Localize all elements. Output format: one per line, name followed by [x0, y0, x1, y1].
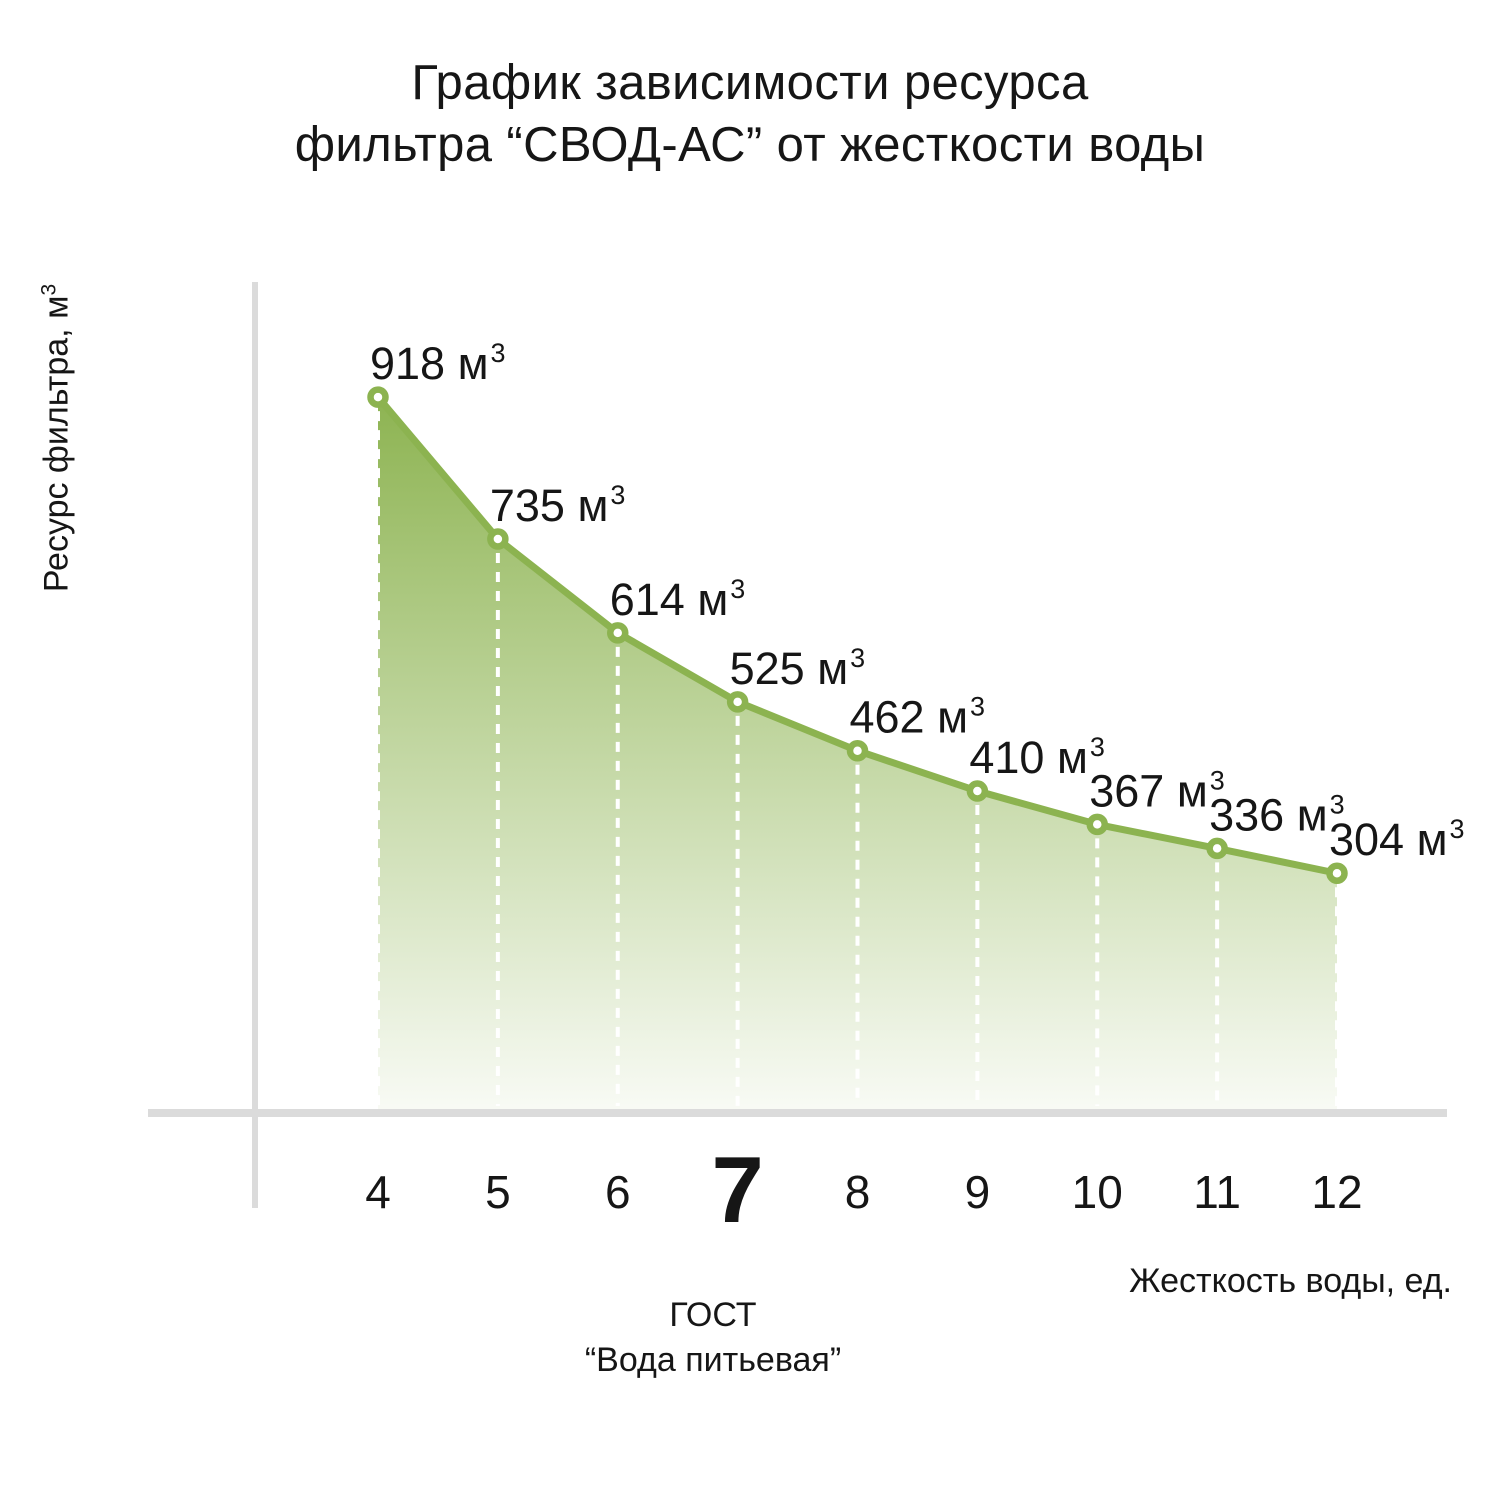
- x-tick-label: 9: [965, 1166, 991, 1218]
- data-point-label-superscript: 3: [491, 338, 506, 368]
- data-point-label: 525 м3: [730, 643, 866, 694]
- data-point-label-superscript: 3: [1210, 765, 1225, 795]
- data-point-label-superscript: 3: [1090, 732, 1105, 762]
- data-point-label: 462 м3: [850, 692, 986, 743]
- gost-annotation-line1: ГОСТ: [669, 1296, 757, 1334]
- chart-title-line1: График зависимости ресурса: [411, 56, 1089, 110]
- data-point-label: 367 м3: [1089, 765, 1225, 816]
- data-point-label-superscript: 3: [1450, 814, 1465, 844]
- x-tick-label: 12: [1311, 1166, 1362, 1218]
- data-point-label: 336 м3: [1209, 789, 1345, 840]
- data-point-label: 410 м3: [969, 732, 1105, 783]
- x-tick-label: 11: [1193, 1166, 1241, 1218]
- data-point-label-superscript: 3: [1330, 789, 1345, 819]
- data-point-label-superscript: 3: [850, 643, 865, 673]
- data-point-label: 614 м3: [610, 574, 746, 625]
- x-tick-label: 5: [485, 1166, 511, 1218]
- x-tick-label: 6: [605, 1166, 631, 1218]
- data-point-marker: [367, 386, 389, 408]
- data-point-marker: [1086, 813, 1108, 836]
- data-point-marker: [966, 780, 989, 802]
- x-tick-label: 8: [845, 1166, 871, 1218]
- data-point-marker: [1206, 837, 1228, 860]
- data-point-marker: [726, 691, 749, 713]
- data-point-label: 918 м3: [370, 338, 506, 389]
- data-point-marker: [846, 739, 869, 762]
- data-point-marker: [487, 528, 509, 550]
- data-point-label: 304 м3: [1329, 814, 1465, 865]
- x-tick-label-highlight: 7: [711, 1137, 763, 1242]
- data-point-marker: [1326, 862, 1348, 884]
- data-point-label-superscript: 3: [610, 480, 625, 510]
- gost-annotation-line2: “Вода питьевая”: [584, 1341, 842, 1379]
- chart-title: График зависимости ресурса фильтра “СВОД…: [0, 52, 1500, 176]
- gost-annotation: ГОСТ “Вода питьевая”: [488, 1293, 938, 1383]
- chart-title-line2: фильтра “СВОД-АС” от жесткости воды: [294, 118, 1206, 172]
- x-axis-label: Жесткость воды, ед.: [1129, 1262, 1452, 1300]
- data-point-label-superscript: 3: [730, 574, 745, 604]
- data-point-label-superscript: 3: [970, 692, 985, 722]
- x-tick-label: 10: [1072, 1166, 1123, 1218]
- data-point-marker: [607, 622, 629, 644]
- data-point-label: 735 м3: [490, 480, 626, 531]
- x-tick-label: 4: [365, 1166, 391, 1218]
